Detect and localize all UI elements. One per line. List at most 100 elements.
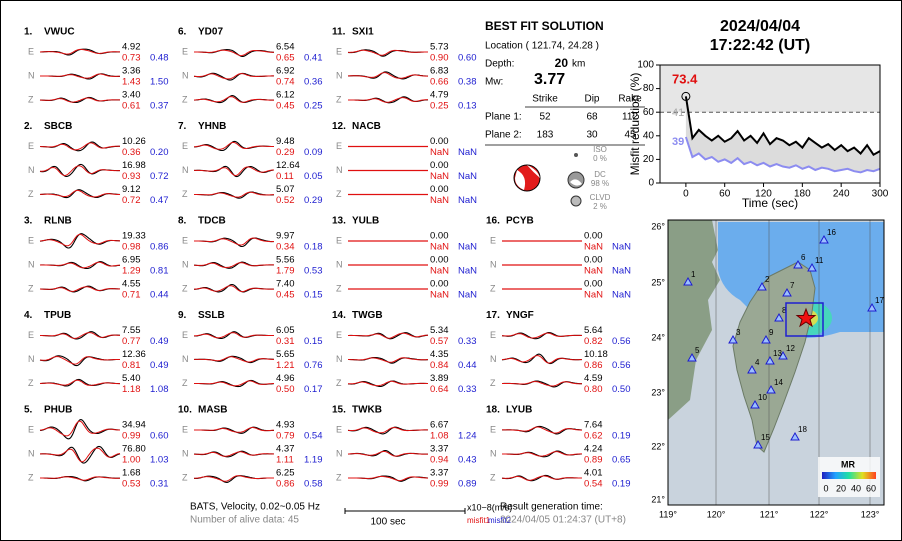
misfit2: 0.15: [304, 336, 323, 347]
mainland: [668, 220, 720, 420]
amplitude: 3.37: [430, 468, 449, 479]
amplitude: 6.25: [276, 468, 295, 479]
x-tick-label: 180: [794, 189, 811, 200]
station-name: SBCB: [44, 121, 72, 132]
component: Z: [28, 283, 34, 293]
y-tick-label: 100: [637, 60, 654, 71]
waveform-synthetic: [194, 475, 274, 482]
alive: Number of alive data: 45: [190, 515, 299, 526]
component: E: [490, 330, 496, 340]
legend-tick: 0: [823, 483, 828, 493]
x-tick-label: 300: [872, 189, 889, 200]
misfit2: 0.54: [304, 431, 323, 442]
amplitude: 0.00: [430, 255, 449, 266]
station-marker: [728, 334, 738, 344]
component: N: [336, 165, 343, 175]
waveform-synthetic: [193, 451, 274, 457]
lat-label: 24°: [651, 332, 665, 342]
station-marker: [683, 276, 693, 286]
component: N: [490, 259, 497, 269]
station-marker: [761, 334, 771, 344]
misfit1: 0.11: [276, 171, 294, 182]
station-number: 5.: [24, 405, 33, 416]
y-tick-label: 20: [643, 154, 655, 165]
waveform-synthetic: [194, 237, 274, 246]
station-name: SXI1: [352, 27, 374, 38]
amplitude: 6.92: [276, 66, 295, 77]
component: E: [28, 330, 34, 340]
component: Z: [182, 283, 188, 293]
station-label: 14: [774, 378, 783, 387]
amplitude: 6.12: [276, 90, 295, 101]
misfit1: 0.54: [584, 479, 603, 490]
waveform-synthetic: [194, 285, 275, 293]
amplitude: 9.48: [276, 136, 295, 147]
component: Z: [182, 94, 188, 104]
component: Z: [182, 472, 188, 482]
component: E: [490, 424, 496, 434]
waveform-synthetic: [39, 355, 120, 365]
x-tick-label: 60: [719, 189, 731, 200]
misfit2: 0.20: [150, 147, 169, 158]
station-name: NACB: [352, 121, 381, 132]
iso: ISO: [593, 145, 607, 154]
misfit1: 0.45: [276, 101, 295, 112]
misfit2: 0.33: [458, 384, 477, 395]
misfit1: 0.80: [584, 384, 603, 395]
amplitude: 4.37: [276, 444, 295, 455]
component: Z: [336, 378, 342, 388]
component: N: [28, 70, 35, 80]
misfit1: 0.84: [430, 360, 449, 371]
y-tick-label: 60: [643, 107, 655, 118]
clvd-pct: 2 %: [593, 202, 607, 211]
waveform-synthetic: [194, 49, 274, 57]
amplitude: 4.55: [122, 279, 141, 290]
component: N: [182, 448, 189, 458]
waveform-synthetic: [194, 427, 275, 433]
filter: BATS, Velocity, 0.02~0.05 Hz: [190, 502, 320, 513]
lat-label: 25°: [651, 277, 665, 287]
station-marker: [765, 355, 775, 365]
clvd: CLVD: [590, 193, 611, 202]
misfit2: 0.38: [458, 77, 477, 88]
location: Location ( 121.74, 24.28 ): [485, 41, 599, 52]
station-number: 4.: [24, 310, 33, 321]
component: E: [182, 235, 188, 245]
station-label: 16: [827, 228, 836, 237]
amplitude: 0.00: [584, 279, 603, 290]
plane-label: Plane 2:: [485, 130, 522, 141]
station-marker: [757, 281, 767, 291]
event-time: 17:22:42 (UT): [710, 37, 810, 54]
misfit2: NaN: [612, 242, 631, 253]
misfit2: NaN: [458, 242, 477, 253]
misfit1: 0.77: [122, 336, 141, 347]
result-time: 2024/04/05 01:24:37 (UT+8): [500, 515, 626, 526]
strike: 183: [537, 130, 554, 141]
amplitude: 0.00: [430, 231, 449, 242]
waveform-synthetic: [39, 233, 120, 247]
waveform-synthetic: [40, 476, 121, 481]
annotation: 39: [672, 136, 684, 148]
misfit1: 0.57: [430, 336, 449, 347]
misfit1: 0.90: [430, 53, 449, 64]
misfit2: 0.19: [612, 431, 631, 442]
component: E: [28, 46, 34, 56]
station-name: YNGF: [506, 310, 534, 321]
rake: 45: [624, 130, 636, 141]
unit: x10−8(m/s): [467, 502, 512, 512]
waveform-synthetic: [348, 97, 428, 103]
scale-bar: [344, 508, 466, 514]
misfit1: 0.62: [584, 431, 603, 442]
misfit1: 0.45: [276, 290, 295, 301]
clvd-icon: [570, 195, 582, 207]
station-name: RLNB: [44, 216, 72, 227]
component: N: [182, 259, 189, 269]
component: E: [28, 235, 34, 245]
component: Z: [336, 472, 342, 482]
misfit1: 0.86: [584, 360, 603, 371]
header: Rake: [618, 94, 642, 105]
amplitude: 0.00: [430, 160, 449, 171]
amplitude: 5.40: [122, 373, 141, 384]
misfit1: 0.74: [276, 77, 295, 88]
lon-label: 119°: [659, 509, 677, 519]
